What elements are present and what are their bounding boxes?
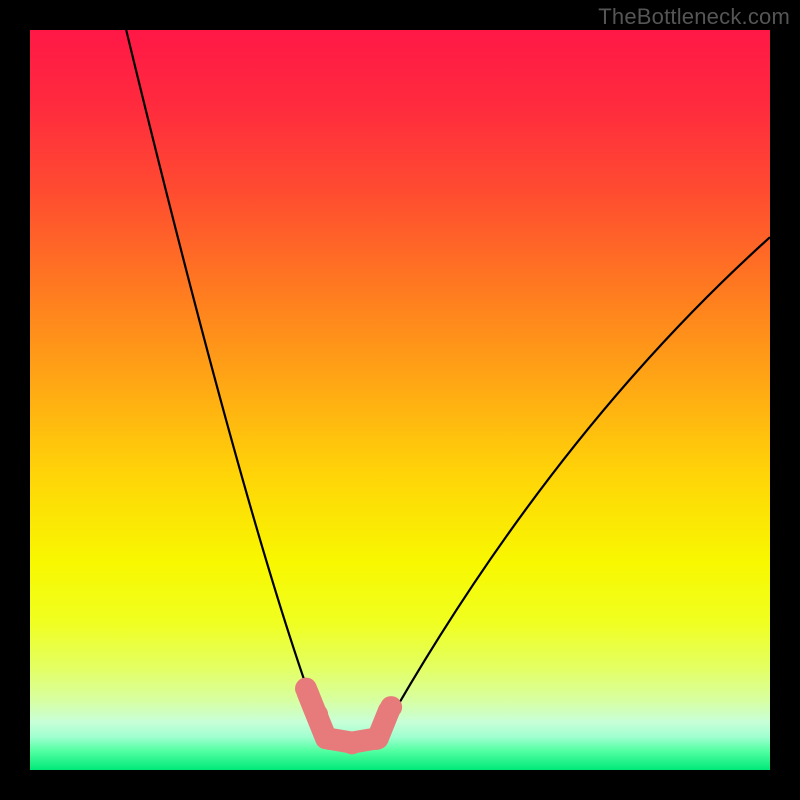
bottleneck-chart	[0, 0, 800, 800]
watermark-text: TheBottleneck.com	[598, 4, 790, 30]
chart-stage: TheBottleneck.com	[0, 0, 800, 800]
optimal-range-dot	[380, 696, 402, 718]
gradient-plot-area	[30, 30, 770, 770]
optimal-range-dot	[306, 704, 328, 726]
optimal-range-dot	[341, 732, 363, 754]
optimal-range-dot	[365, 728, 387, 750]
optimal-range-dot	[319, 728, 341, 750]
optimal-range-dot	[295, 678, 317, 700]
